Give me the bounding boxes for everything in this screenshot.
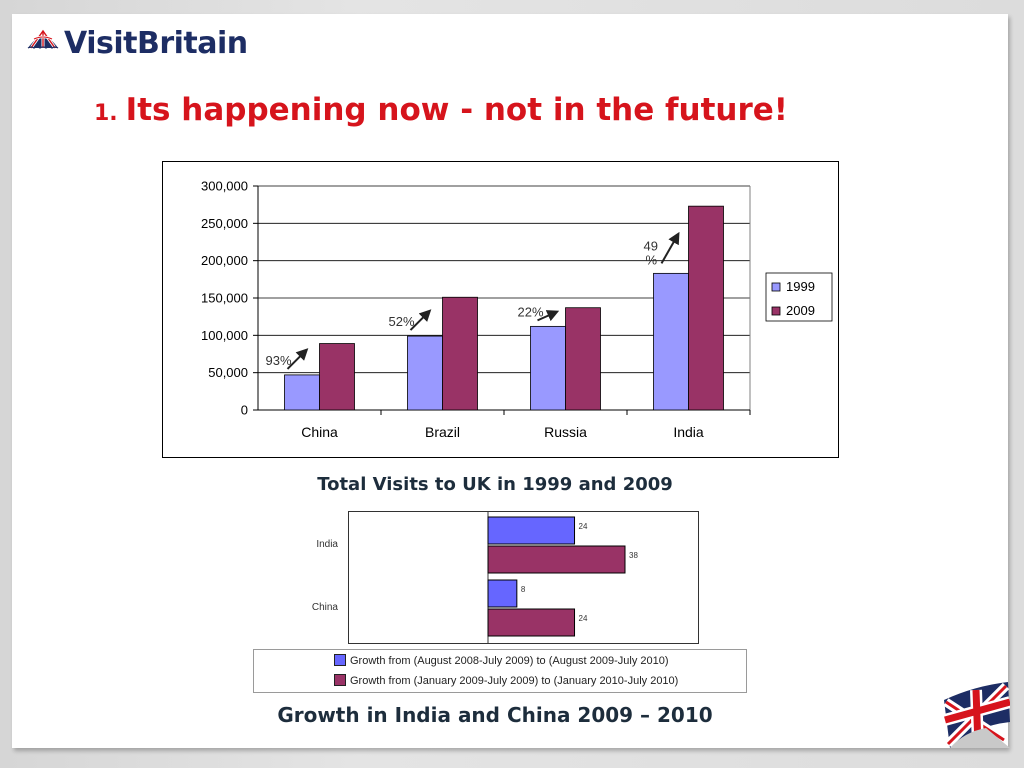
- bar-brazil-2009: [442, 296, 478, 411]
- legend-label-1999: 1999: [786, 279, 815, 294]
- union-jack-umbrella-icon: [27, 28, 59, 49]
- growth-legend-item-1: Growth from (August 2008-July 2009) to (…: [334, 654, 669, 668]
- legend-label-series-1: Growth from (August 2008-July 2009) to (…: [350, 655, 669, 667]
- bar-brazil-1999: [407, 335, 443, 411]
- growth-category-label-india: India: [316, 539, 338, 550]
- visits-bar-chart-svg: 0 50,000 100,000 150,000 200,000 250,000 300,0…: [162, 161, 839, 458]
- growth-bar-china-series-1: [487, 579, 518, 608]
- growth-bar-chart: India 24 38 China 8 24: [300, 511, 700, 652]
- y-tick-label: 200,000: [201, 253, 248, 268]
- bar-russia-1999: [530, 325, 566, 411]
- growth-category-label-china: China: [312, 602, 339, 613]
- x-tick-label-china: China: [301, 424, 338, 440]
- growth-bar-india-series-1: [487, 516, 576, 545]
- growth-bar-india-series-2: [487, 545, 626, 574]
- legend-swatch-2009: [771, 306, 781, 316]
- growth-label-china: 93%: [266, 353, 292, 368]
- y-tick-label: 50,000: [208, 365, 248, 380]
- x-tick-label-brazil: Brazil: [425, 424, 460, 440]
- legend-swatch-1999: [771, 282, 781, 292]
- growth-bar-chart-svg: India 24 38 China 8 24: [312, 511, 699, 644]
- growth-legend-item-2: Growth from (January 2009-July 2009) to …: [334, 674, 678, 688]
- growth-arrow-russia: [537, 310, 560, 322]
- x-tick-label-russia: Russia: [544, 424, 587, 440]
- y-tick-label: 250,000: [201, 216, 248, 231]
- growth-data-label: 24: [579, 522, 588, 531]
- legend-label-series-2: Growth from (January 2009-July 2009) to …: [350, 675, 679, 687]
- growth-label-brazil: 52%: [389, 314, 415, 329]
- bar-india-1999: [653, 272, 689, 411]
- growth-data-label: 24: [579, 614, 588, 623]
- growth-arrow-india: [660, 231, 680, 264]
- growth-data-label: 8: [521, 585, 526, 594]
- chart-caption-total-visits: Total Visits to UK in 1999 and 2009: [317, 474, 673, 495]
- bar-china-1999: [284, 374, 320, 411]
- bar-russia-2009: [565, 307, 601, 411]
- growth-label-russia: 22%: [518, 304, 544, 319]
- page-title: 1. Its happening now - not in the future!: [94, 92, 788, 128]
- logo-text: VisitBritain: [64, 26, 248, 61]
- title-number: 1.: [94, 101, 118, 126]
- legend-label-2009: 2009: [786, 303, 815, 318]
- y-tick-label: 150,000: [201, 291, 248, 306]
- y-tick-label: 300,000: [201, 179, 248, 194]
- title-text: Its happening now - not in the future!: [125, 92, 788, 128]
- legend-swatch-series-2: [334, 674, 346, 686]
- growth-bar-china-series-2: [487, 608, 576, 637]
- legend-swatch-series-1: [334, 654, 346, 666]
- growth-arrow-china: [286, 348, 309, 370]
- union-jack-flag-icon: [944, 682, 1010, 748]
- bar-china-2009: [319, 343, 355, 411]
- chart-caption-growth: Growth in India and China 2009 – 2010: [277, 703, 713, 727]
- y-tick-label: 100,000: [201, 328, 248, 343]
- y-tick-label: 0: [241, 403, 248, 418]
- chart-frame: [162, 161, 839, 458]
- visits-bar-chart: 0 50,000 100,000 150,000 200,000 250,000 300,0…: [162, 161, 839, 463]
- growth-legend: Growth from (August 2008-July 2009) to (…: [253, 649, 747, 693]
- bar-india-2009: [688, 205, 724, 411]
- growth-label-india: 49%: [644, 238, 658, 267]
- growth-arrow-brazil: [409, 309, 432, 331]
- growth-data-label: 38: [629, 551, 638, 560]
- x-tick-label-india: India: [673, 424, 704, 440]
